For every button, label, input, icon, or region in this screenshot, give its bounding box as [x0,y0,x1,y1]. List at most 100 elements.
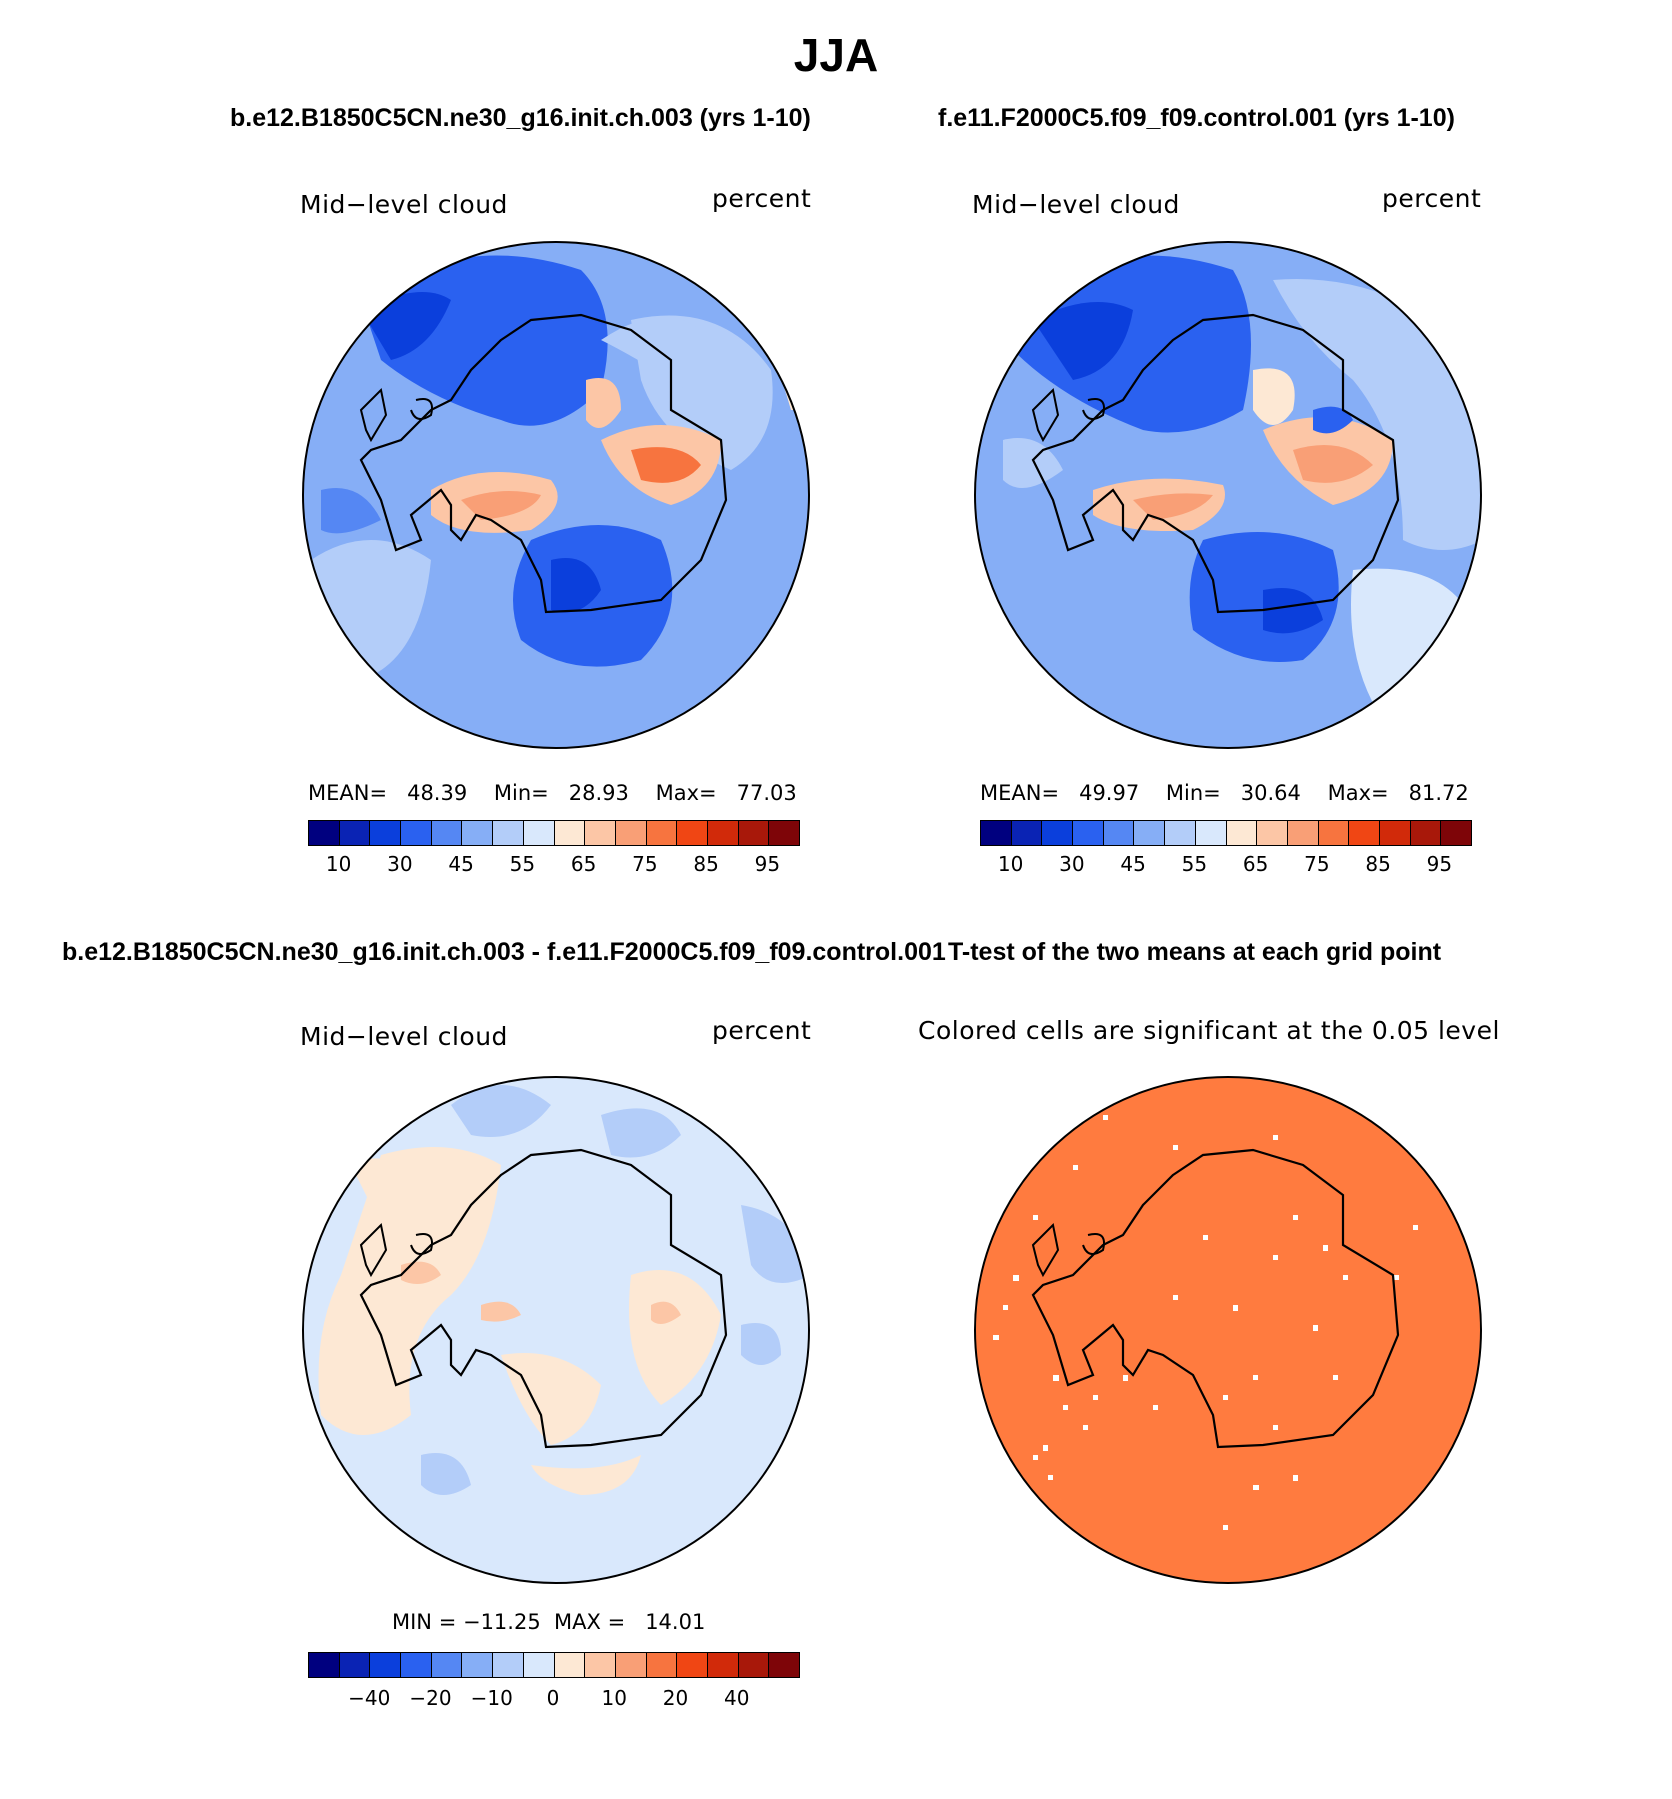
colorbar-swatch [462,821,494,845]
panel2-variable-label: Mid−level cloud [972,190,1180,219]
panel1-map-border [302,241,810,749]
colorbar-tick-label: 20 [662,1686,689,1710]
colorbar-swatch [1441,821,1471,845]
colorbar-tick-label: 45 [1120,852,1146,876]
panel4-case-title: T-test of the two means at each grid poi… [948,938,1442,966]
colorbar-swatch [1134,821,1166,845]
colorbar-swatch [707,821,739,845]
colorbar-swatch [585,821,616,845]
colorbar-swatch [431,1653,463,1677]
panel3-colorbar-ticks: −40 −20 −10 0 10 20 40 [308,1686,798,1712]
page-title: JJA [793,29,879,81]
panel3-map-border [302,1076,810,1584]
colorbar-swatch [769,821,799,845]
panel1-stats: MEAN= 48.39 Min= 28.93 Max= 77.03 [308,781,797,805]
colorbar-tick-label: 10 [997,852,1024,876]
colorbar-tick-label: 10 [601,1686,627,1710]
colorbar-swatch [401,1653,432,1677]
panel1-antarctica-coastline [359,313,728,614]
colorbar-swatch [1349,821,1380,845]
colorbar-swatch [554,821,586,845]
panel4-significance-label: Colored cells are significant at the 0.0… [918,1016,1500,1045]
panel1-variable-label: Mid−level cloud [300,190,508,219]
panel1-colorbar [308,820,800,846]
colorbar-swatch [1073,821,1104,845]
colorbar-tick-label: −40 [348,1686,391,1710]
colorbar-tick-label: 30 [387,852,413,876]
colorbar-swatch [1318,821,1350,845]
panel4-map-border [974,1076,1482,1584]
colorbar-swatch [615,1653,647,1677]
colorbar-tick-label: 75 [632,852,658,876]
colorbar-swatch [1226,821,1258,845]
colorbar-swatch [339,1653,371,1677]
panel3-stats: MIN = −11.25 MAX = 14.01 [392,1610,706,1634]
colorbar-swatch [493,821,524,845]
colorbar-swatch [585,1653,616,1677]
colorbar-swatch [493,1653,524,1677]
panel3-polar-map [302,1076,810,1584]
colorbar-swatch [1195,821,1227,845]
panel1-case-title: b.e12.B1850C5CN.ne30_g16.init.ch.003 (yr… [230,104,811,132]
panel3-negative-diff-region [451,1085,551,1137]
colorbar-swatch [1287,821,1319,845]
colorbar-swatch [677,821,708,845]
panel2-units-label: percent [1382,184,1482,213]
colorbar-swatch [1379,821,1411,845]
panel1-units-label: percent [712,184,812,213]
colorbar-tick-label: 10 [325,852,352,876]
panel4-antarctica-coastline [1031,1148,1400,1449]
colorbar-swatch [554,1653,586,1677]
colorbar-swatch [431,821,463,845]
colorbar-swatch [646,1653,678,1677]
colorbar-tick-label: 45 [448,852,474,876]
colorbar-swatch [646,821,678,845]
panel4-polar-map [974,1076,1482,1584]
colorbar-swatch [738,821,770,845]
colorbar-tick-label: 40 [724,1686,750,1710]
colorbar-swatch [1011,821,1043,845]
colorbar-tick-label: 30 [1059,852,1085,876]
panel3-case-title: b.e12.B1850C5CN.ne30_g16.init.ch.003 - f… [62,938,946,966]
colorbar-swatch [1165,821,1196,845]
colorbar-swatch [523,821,555,845]
colorbar-swatch [738,1653,770,1677]
colorbar-swatch [1042,821,1074,845]
panel3-units-label: percent [712,1016,812,1045]
colorbar-swatch [981,821,1012,845]
colorbar-tick-label: 95 [1426,852,1453,876]
panel1-polar-map [302,241,810,749]
colorbar-swatch [401,821,432,845]
colorbar-tick-label: 85 [693,852,719,876]
colorbar-tick-label: −20 [409,1686,452,1710]
panel2-colorbar [980,820,1472,846]
panel2-antarctica-coastline [1031,313,1400,614]
panel2-map-border [974,241,1482,749]
colorbar-swatch [309,821,340,845]
colorbar-tick-label: −10 [470,1686,513,1710]
colorbar-swatch [339,821,371,845]
colorbar-tick-label: 55 [1181,852,1208,876]
colorbar-swatch [677,1653,708,1677]
colorbar-swatch [462,1653,494,1677]
colorbar-tick-label: 65 [570,852,597,876]
colorbar-swatch [1103,821,1135,845]
colorbar-swatch [370,1653,402,1677]
colorbar-swatch [707,1653,739,1677]
panel2-low-cloud-region [1013,255,1251,433]
colorbar-tick-label: 85 [1365,852,1391,876]
panel4-insignificant-cells [993,1115,1418,1530]
colorbar-swatch [370,821,402,845]
panel2-case-title: f.e11.F2000C5.f09_f09.control.001 (yrs 1… [938,104,1455,132]
panel2-polar-map [974,241,1482,749]
colorbar-tick-label: 55 [509,852,536,876]
colorbar-swatch [769,1653,799,1677]
colorbar-swatch [1410,821,1442,845]
colorbar-swatch [1257,821,1288,845]
colorbar-swatch [523,1653,555,1677]
panel2-colorbar-ticks: 10 30 45 55 65 75 85 95 [980,852,1470,878]
panel1-colorbar-ticks: 10 30 45 55 65 75 85 95 [308,852,798,878]
colorbar-tick-label: 65 [1242,852,1269,876]
panel3-variable-label: Mid−level cloud [300,1022,508,1051]
colorbar-swatch [615,821,647,845]
